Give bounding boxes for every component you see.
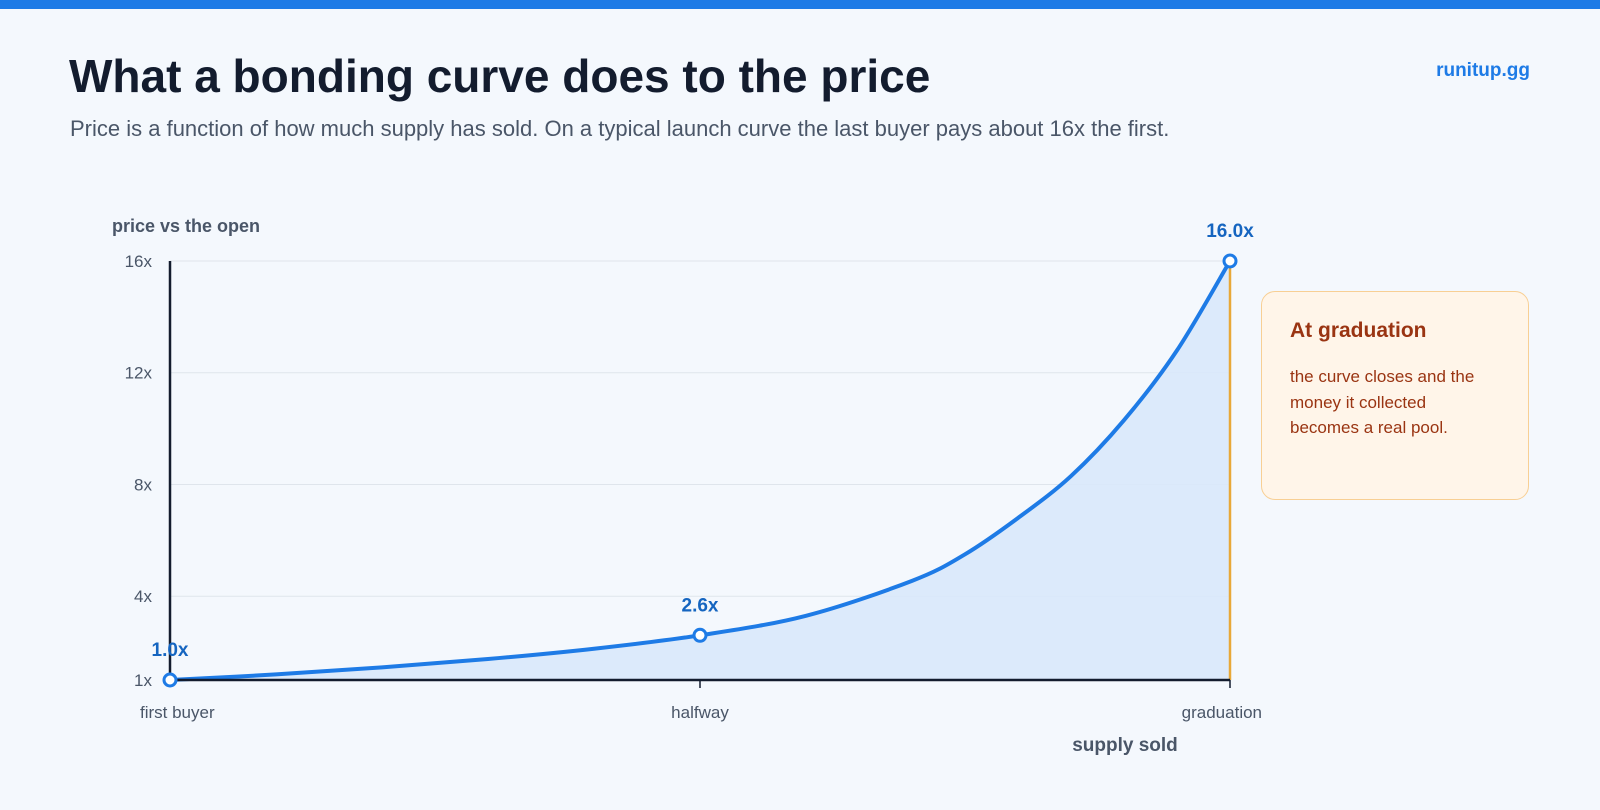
axis-ticks: 1x 4x 8x 12x 16x first buyer halfway graduation xyxy=(125,252,1262,722)
top-accent-bar xyxy=(0,0,1600,9)
highlight-point xyxy=(692,627,708,643)
highlight-label: 1.0x xyxy=(152,640,189,661)
price-curve-line xyxy=(168,259,1232,682)
page-subtitle: Price is a function of how much supply h… xyxy=(70,116,1170,141)
y-axis-label: price vs the open xyxy=(112,216,260,236)
highlight-point xyxy=(1222,253,1238,269)
x-tick-label: halfway xyxy=(671,703,729,722)
y-tick-label: 1x xyxy=(134,671,152,690)
y-tick-label: 12x xyxy=(125,364,153,383)
x-tick-label: graduation xyxy=(1182,703,1262,722)
curve-area-fill xyxy=(170,261,1230,680)
page-title: What a bonding curve does to the price xyxy=(69,50,931,102)
y-tick-label: 4x xyxy=(134,587,152,606)
callout-body: the curve closes and the money it collec… xyxy=(1290,367,1475,438)
y-tick-label: 8x xyxy=(134,475,152,494)
brand-link[interactable]: runitup.gg xyxy=(1436,60,1530,81)
highlight-point xyxy=(162,672,178,688)
x-axis-label: supply sold xyxy=(1072,735,1178,756)
highlight-label: 16.0x xyxy=(1206,221,1254,242)
highlight-label: 2.6x xyxy=(682,595,719,616)
callout-title: At graduation xyxy=(1290,319,1427,342)
highlight-markers: 1.0x 2.6x 16.0x xyxy=(152,221,1254,688)
x-tick-label: first buyer xyxy=(140,703,215,722)
graduation-callout: At graduation the curve closes and the m… xyxy=(1261,291,1529,500)
y-tick-label: 16x xyxy=(125,252,153,271)
